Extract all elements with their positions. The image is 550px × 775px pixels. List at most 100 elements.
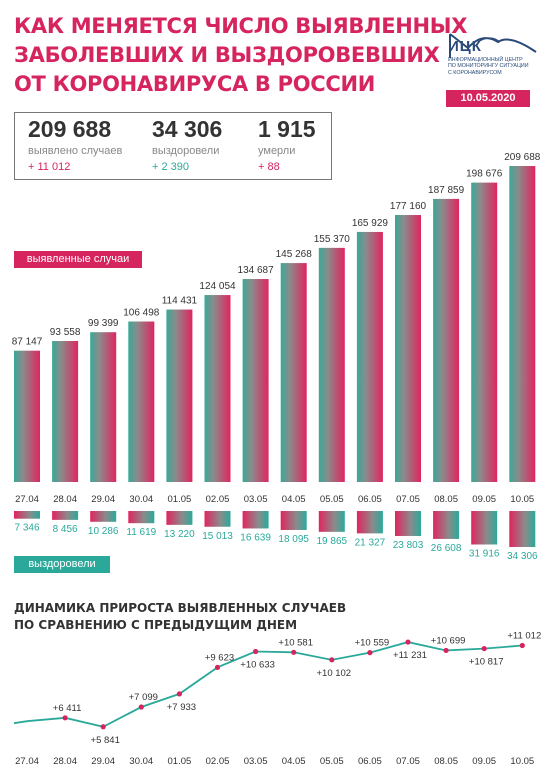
- line-x-tick-label: 02.05: [206, 756, 230, 767]
- detected-bar-value-label: 114 431: [162, 296, 198, 307]
- stat-died-value: 1 915: [258, 116, 316, 142]
- growth-point: [329, 657, 335, 663]
- stat-detected-label: выявлено случаев: [28, 145, 123, 157]
- recovered-bar: [14, 511, 40, 519]
- logo-mountain-icon: [449, 33, 537, 58]
- x-tick-label: 04.05: [282, 494, 306, 505]
- growth-point: [405, 639, 411, 645]
- x-tick-label: 09.05: [472, 494, 496, 505]
- title-line-2: ЗАБОЛЕВШИХ И ВЫЗДОРОВЕВШИХ: [14, 43, 440, 67]
- growth-value-label: +10 581: [278, 637, 313, 648]
- recovered-bar: [395, 511, 421, 536]
- line-x-tick-label: 10.05: [510, 756, 534, 767]
- recovered-bar-value-label: 13 220: [164, 529, 195, 540]
- x-tick-label: 27.04: [15, 494, 39, 505]
- logo-subtitle-line-1: ИНФОРМАЦИОННЫЙ ЦЕНТР: [448, 57, 523, 63]
- growth-value-label: +10 559: [355, 638, 390, 649]
- detected-bar: [52, 341, 79, 482]
- growth-subtitle: ДИНАМИКА ПРИРОСТА ВЫЯВЛЕННЫХ СЛУЧАЕВ ПО …: [14, 600, 346, 634]
- stat-detected-delta: + 11 012: [28, 161, 71, 173]
- recovered-bar-value-label: 26 608: [431, 543, 462, 554]
- recovered-bar: [242, 511, 269, 529]
- growth-value-label: +11 231: [393, 650, 427, 661]
- growth-subtitle-line-1: ДИНАМИКА ПРИРОСТА ВЫЯВЛЕННЫХ СЛУЧАЕВ: [14, 601, 347, 615]
- stat-died-label: умерли: [258, 145, 296, 157]
- recovered-bar: [280, 511, 307, 530]
- title-line-1: КАК МЕНЯЕТСЯ ЧИСЛО ВЫЯВЛЕННЫХ: [14, 14, 468, 38]
- detected-bar-value-label: 165 929: [352, 218, 389, 229]
- logo-subtitle: ИНФОРМАЦИОННЫЙ ЦЕНТР ПО МОНИТОРИНГУ СИТУ…: [448, 57, 548, 76]
- x-tick-label: 01.05: [168, 494, 192, 505]
- line-x-tick-label: 08.05: [434, 756, 458, 767]
- detected-bar-value-label: 106 498: [123, 308, 160, 319]
- line-x-tick-label: 03.05: [244, 756, 268, 767]
- line-x-tick-label: 06.05: [358, 756, 382, 767]
- x-tick-label: 02.05: [206, 494, 230, 505]
- growth-value-label: +5 841: [91, 735, 120, 746]
- detected-bar-value-label: 124 054: [199, 281, 236, 292]
- recovered-bar: [433, 511, 460, 539]
- recovered-bar-value-label: 31 916: [469, 548, 500, 559]
- stat-recovered-delta: + 2 390: [152, 161, 190, 173]
- recovered-bar-value-label: 19 865: [317, 536, 348, 547]
- detected-bar-value-label: 93 558: [50, 327, 81, 338]
- growth-value-label: +10 633: [240, 659, 275, 670]
- detected-bar: [90, 332, 117, 482]
- x-tick-label: 08.05: [434, 494, 458, 505]
- date-badge: 10.05.2020: [446, 90, 530, 107]
- detected-bar: [356, 231, 383, 482]
- growth-value-label: +10 102: [316, 668, 351, 679]
- growth-point: [519, 642, 525, 649]
- recovered-bar-value-label: 10 286: [88, 526, 119, 537]
- detected-bar: [471, 182, 498, 482]
- detected-bar: [318, 247, 345, 482]
- recovered-bar: [204, 511, 231, 527]
- growth-point: [481, 645, 487, 652]
- line-x-tick-label: 09.05: [472, 756, 496, 767]
- detected-bar: [395, 215, 421, 483]
- growth-value-label: +7 099: [129, 692, 158, 703]
- growth-point: [62, 715, 68, 721]
- detected-bar: [204, 295, 231, 482]
- line-x-tick-label: 27.04: [15, 756, 39, 767]
- x-tick-label: 05.05: [320, 494, 344, 505]
- line-x-tick-label: 29.04: [91, 756, 115, 767]
- growth-line: [26, 641, 523, 728]
- growth-point: [443, 647, 449, 654]
- stat-recovered-value: 34 306: [152, 116, 223, 142]
- detected-tag: выявленные случаи: [14, 251, 142, 268]
- page-title: КАК МЕНЯЕТСЯ ЧИСЛО ВЫЯВЛЕННЫХ ЗАБОЛЕВШИХ…: [14, 12, 468, 99]
- recovered-bar-value-label: 21 327: [355, 537, 386, 548]
- detected-bar: [280, 263, 307, 482]
- detected-bar: [166, 309, 193, 482]
- recovered-bar-value-label: 18 095: [278, 534, 309, 545]
- recovered-bar-chart: 7 346 8 456 10 286 11 619 13 220 15 013 16 639…: [14, 511, 538, 562]
- recovered-bar: [471, 511, 498, 545]
- growth-point: [138, 704, 144, 710]
- stat-recovered-label: выздоровели: [152, 145, 220, 157]
- line-x-tick-label: 28.04: [53, 756, 77, 767]
- detected-bar: [242, 279, 269, 482]
- detected-bar-value-label: 187 859: [428, 185, 465, 196]
- growth-point: [214, 664, 221, 670]
- stat-died-delta: + 88: [258, 161, 280, 173]
- logo-subtitle-line-2: ПО МОНИТОРИНГУ СИТУАЦИИ: [448, 63, 529, 70]
- growth-value-label: +11 012: [507, 631, 541, 642]
- recovered-bar: [128, 511, 155, 524]
- summary-box: 209 688 выявлено случаев + 11 012 34 306…: [14, 112, 332, 180]
- growth-value-label: +10 699: [431, 635, 466, 646]
- line-x-tick-label: 01.05: [168, 756, 192, 767]
- recovered-bar-value-label: 8 456: [53, 524, 78, 535]
- detected-bar-value-label: 87 147: [12, 337, 43, 348]
- detected-bar: [433, 198, 460, 483]
- x-tick-label: 30.04: [129, 494, 153, 505]
- recovered-bar-value-label: 34 306: [507, 551, 538, 562]
- recovered-bar: [318, 511, 345, 532]
- detected-bar-value-label: 134 687: [238, 265, 275, 276]
- growth-line-chart: +6 411+5 841+7 099+7 933+9 623+10 633+10…: [13, 631, 541, 767]
- recovered-bar-value-label: 11 619: [126, 527, 156, 538]
- detected-bar: [509, 166, 536, 482]
- recovered-tag: выздоровели: [14, 556, 110, 573]
- recovered-bar-value-label: 15 013: [202, 531, 233, 542]
